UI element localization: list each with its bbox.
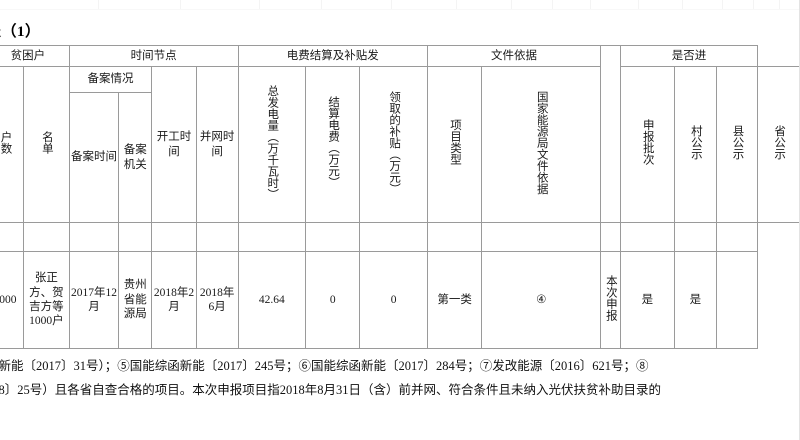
header-sub-row: 户数 名单 备案情况 开工时间 并网时间 总发电量（万千瓦时） 结算电费（万元） bbox=[0, 66, 800, 223]
header-col-start-time: 开工时间 bbox=[151, 66, 197, 223]
header-col-filing-time: 备案时间 bbox=[68, 92, 120, 223]
header-label: 国家能源局文件依据 bbox=[535, 90, 548, 195]
main-table-wrapper: 贫困户 时间节点 电费结算及补贴发 文件依据 是否进 户数 名单 备案情况 开工… bbox=[0, 45, 800, 349]
header-col-filing-authority: 备案机关 bbox=[118, 92, 153, 223]
cell-declaration-batch: 本次申报 bbox=[600, 251, 621, 349]
cell-name-list: 张正方、贺吉方等1000户 bbox=[23, 251, 70, 349]
cell-county-publicity: 是 bbox=[674, 251, 717, 349]
page-title: 表（1） bbox=[0, 24, 41, 40]
header-label: 省公示 bbox=[773, 125, 786, 160]
footnote-line-2: 018〕25号）且各省自查合格的项目。本次申报项目指2018年8月31日（含）前… bbox=[0, 383, 662, 397]
clipped-cell bbox=[181, 0, 261, 9]
cell-received-subsidy: 0 bbox=[359, 251, 428, 349]
header-group-blank bbox=[600, 45, 621, 223]
cell-project-type: 第一类 bbox=[426, 251, 483, 349]
header-col-village-publicity: 村公示 bbox=[674, 66, 717, 223]
clipped-cell bbox=[553, 0, 591, 9]
clipped-cell bbox=[457, 0, 513, 9]
clipped-cell bbox=[512, 0, 553, 9]
clipped-cell bbox=[780, 0, 800, 9]
header-col-declaration-batch: 申报批次 bbox=[619, 66, 676, 223]
clipped-cell bbox=[99, 0, 181, 9]
clipped-top-row bbox=[0, 0, 800, 10]
header-group-timeline: 时间节点 bbox=[68, 45, 239, 67]
header-label: 县公示 bbox=[731, 125, 744, 160]
header-col-project-type: 项目类型 bbox=[426, 66, 483, 223]
cell-household-count: 1000 bbox=[0, 251, 25, 349]
header-label: 项目类型 bbox=[449, 119, 462, 166]
header-sub-filing-status: 备案情况 bbox=[68, 66, 153, 93]
cell-village-publicity: 是 bbox=[619, 251, 676, 349]
header-group-publicity: 是否进 bbox=[619, 45, 759, 67]
cell-grid-connection-time: 2018年6月 bbox=[195, 251, 239, 349]
clipped-cell bbox=[683, 0, 724, 9]
header-label: 名单 bbox=[40, 130, 53, 154]
header-col-received-subsidy: 领取的补贴（万元） bbox=[359, 66, 428, 223]
clipped-cell bbox=[591, 0, 639, 9]
cell-province-publicity bbox=[715, 251, 759, 349]
header-column-row: 备案时间 备案机关 bbox=[0, 92, 800, 223]
cell-settled-fee: 0 bbox=[304, 251, 361, 349]
header-label: 申报批次 bbox=[641, 119, 654, 166]
header-label: 总发电量（万千瓦时） bbox=[266, 84, 279, 200]
header-group-document-basis: 文件依据 bbox=[426, 45, 602, 67]
header-group-poor-household: 贫困户 bbox=[0, 45, 70, 67]
cell-start-time: 2018年2月 bbox=[151, 251, 197, 349]
cell-filing-authority: 贵州省能源局 bbox=[118, 251, 153, 349]
clipped-cell bbox=[260, 0, 322, 9]
header-col-nea-document-basis: 国家能源局文件依据 bbox=[481, 66, 602, 223]
declaration-table: 贫困户 时间节点 电费结算及补贴发 文件依据 是否进 户数 名单 备案情况 开工… bbox=[0, 45, 800, 349]
header-label: 村公示 bbox=[689, 125, 702, 160]
header-label: 领取的补贴（万元） bbox=[388, 90, 401, 195]
header-col-county-publicity: 县公示 bbox=[715, 66, 759, 223]
clipped-cell bbox=[723, 0, 754, 9]
footnote-line-1: 发新能〔2017〕31号）；⑤国能综函新能〔2017〕245号；⑥国能综函新能〔… bbox=[0, 359, 649, 373]
clipped-cell bbox=[639, 0, 684, 9]
cell-nea-document-basis: ④ bbox=[481, 251, 602, 349]
clipped-cell bbox=[0, 0, 100, 9]
footnote-block: 发新能〔2017〕31号）；⑤国能综函新能〔2017〕245号；⑥国能综函新能〔… bbox=[0, 354, 800, 402]
header-group-row: 贫困户 时间节点 电费结算及补贴发 文件依据 是否进 bbox=[0, 45, 800, 223]
header-col-total-generation: 总发电量（万千瓦时） bbox=[237, 66, 306, 223]
header-label: 户数 bbox=[0, 130, 12, 154]
table-row[interactable]: 1000 张正方、贺吉方等1000户 2017年12月 贵州省能源局 2018年… bbox=[0, 251, 800, 349]
clipped-cell bbox=[392, 0, 458, 9]
cell-total-generation: 42.64 bbox=[237, 251, 306, 349]
header-col-province-publicity: 省公示 bbox=[757, 66, 800, 223]
clipped-cell bbox=[322, 0, 392, 9]
header-col-household-count: 户数 bbox=[0, 66, 25, 223]
spacer-row bbox=[0, 222, 800, 252]
header-col-grid-connection-time: 并网时间 bbox=[195, 66, 239, 223]
cell-value: 本次申报 bbox=[604, 274, 617, 321]
header-label: 结算电费（万元） bbox=[327, 96, 340, 189]
header-col-name-list: 名单 bbox=[23, 66, 70, 223]
header-col-settled-fee: 结算电费（万元） bbox=[304, 66, 361, 223]
header-group-settlement: 电费结算及补贴发 bbox=[237, 45, 428, 67]
clipped-cell bbox=[754, 0, 781, 9]
cell-filing-time: 2017年12月 bbox=[68, 251, 120, 349]
